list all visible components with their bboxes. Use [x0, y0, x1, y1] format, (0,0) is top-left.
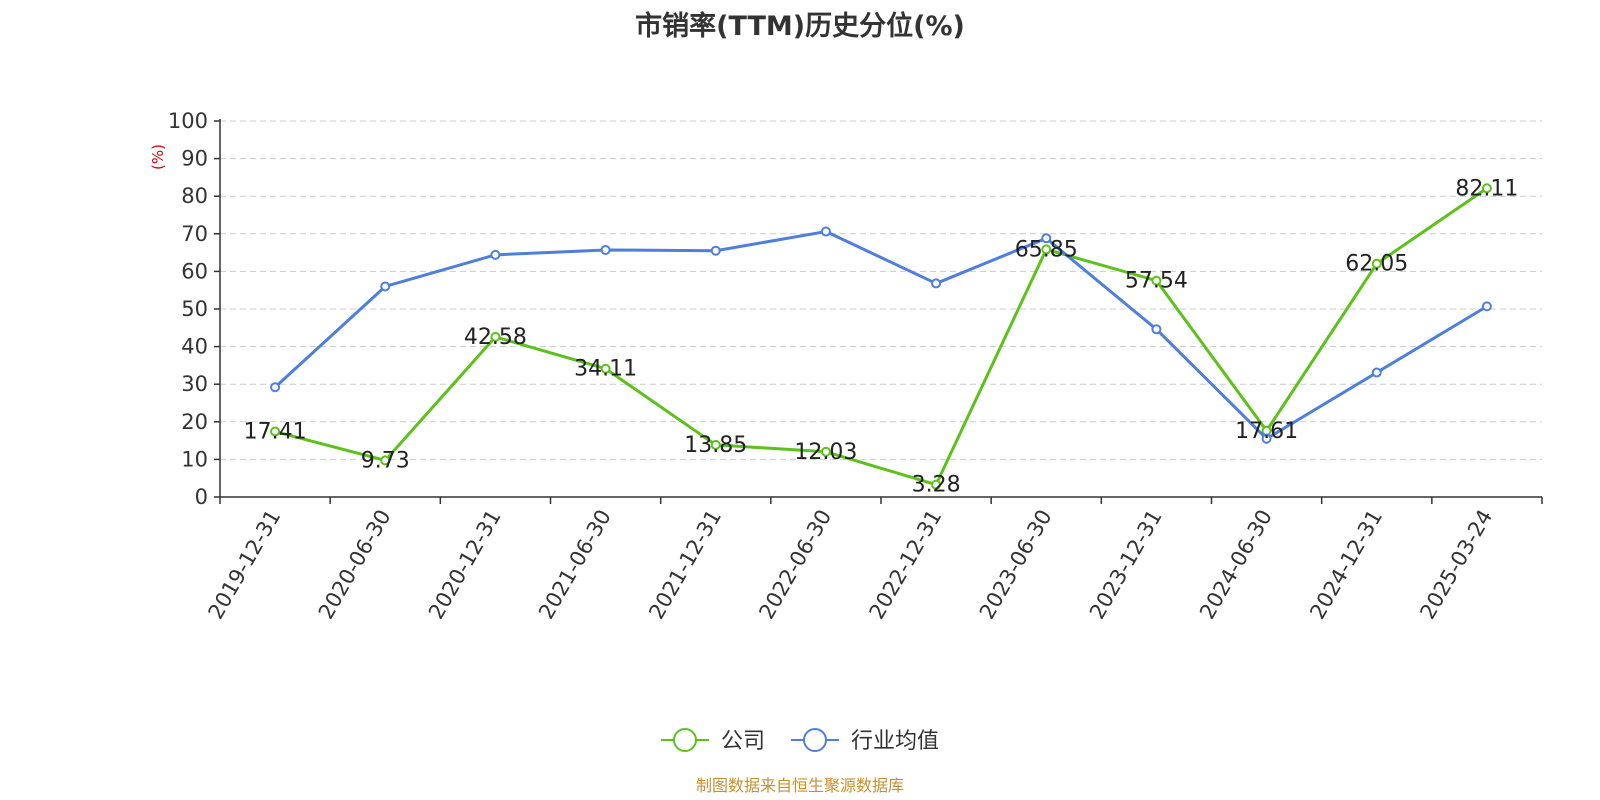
data-point: [270, 426, 281, 437]
data-point: [1041, 233, 1052, 244]
x-tick-label: 2022-12-31: [865, 505, 947, 623]
legend-label: 公司: [721, 729, 765, 754]
data-point: [1151, 275, 1162, 286]
series-industry-average: [270, 226, 1492, 444]
data-label: 34.11: [574, 357, 637, 382]
data-point: [1041, 244, 1052, 255]
series-company: [270, 183, 1492, 490]
series-line: [274, 187, 1488, 487]
y-tick-label: 100: [168, 109, 208, 133]
source-note: 制图数据来自恒生聚源数据库: [695, 776, 904, 795]
data-label: 17.61: [1235, 419, 1298, 444]
x-tick-label: 2024-06-30: [1195, 506, 1277, 624]
data-label: 65.85: [1015, 237, 1078, 262]
y-tick-label: 40: [181, 335, 208, 359]
x-tick-label: 2021-12-31: [644, 506, 726, 624]
data-point: [820, 226, 831, 237]
y-tick-label: 80: [181, 184, 208, 208]
data-point: [490, 331, 501, 342]
data-point: [931, 278, 942, 289]
y-tick-label: 0: [195, 485, 208, 509]
x-tick-label: 2020-12-31: [424, 505, 506, 623]
y-tick-label: 60: [181, 259, 208, 283]
data-label: 57.54: [1125, 269, 1188, 294]
data-label: 82.11: [1455, 176, 1518, 201]
data-point: [931, 479, 942, 490]
legend-label: 行业均值: [851, 729, 939, 754]
data-label: 3.28: [912, 473, 961, 498]
data-point: [600, 363, 611, 374]
x-tick-label: 2020-06-30: [314, 506, 396, 624]
data-point: [1481, 183, 1492, 194]
data-point: [820, 446, 831, 457]
x-tick-label: 2023-12-31: [1085, 506, 1167, 624]
data-label: 17.41: [244, 420, 307, 445]
legend-item: 行业均值: [791, 728, 939, 754]
y-tick-label: 70: [181, 222, 208, 246]
legend-marker: [803, 728, 827, 752]
data-point: [1371, 367, 1382, 378]
legend: 公司 行业均值: [661, 728, 939, 754]
data-label: 9.73: [361, 448, 410, 473]
data-point: [710, 439, 721, 450]
y-tick-label: 30: [181, 372, 208, 396]
data-point: [600, 244, 611, 255]
data-point: [1371, 258, 1382, 269]
x-tick-label: 2023-06-30: [975, 506, 1057, 624]
data-label: 13.85: [684, 433, 747, 458]
data-point: [710, 245, 721, 256]
data-label: 12.03: [794, 440, 857, 465]
chart-title: 市销率(TTM)历史分位(%): [635, 11, 965, 42]
y-axis-label: (%): [149, 144, 167, 170]
series-line: [274, 230, 1488, 441]
y-tick-label: 50: [181, 297, 208, 321]
x-tick-label: 2019-12-31: [204, 506, 286, 624]
data-point: [1261, 433, 1272, 444]
legend-marker: [673, 728, 697, 752]
x-tick-label: 2024-12-31: [1305, 506, 1387, 624]
data-point: [270, 382, 281, 393]
x-tick-label: 2025-03-24: [1415, 506, 1497, 624]
y-tick-label: 10: [181, 447, 208, 471]
x-tick-label: 2022-06-30: [754, 506, 836, 624]
y-tick-label: 20: [181, 410, 208, 434]
data-point: [1481, 301, 1492, 312]
data-label: 62.05: [1345, 252, 1408, 277]
data-label: 42.58: [464, 325, 527, 350]
data-point: [1151, 324, 1162, 335]
data-point: [490, 249, 501, 260]
data-point: [380, 281, 391, 292]
legend-item: 公司: [661, 728, 765, 754]
data-point: [380, 455, 391, 466]
y-tick-label: 90: [181, 147, 208, 171]
x-tick-label: 2021-06-30: [534, 506, 616, 624]
